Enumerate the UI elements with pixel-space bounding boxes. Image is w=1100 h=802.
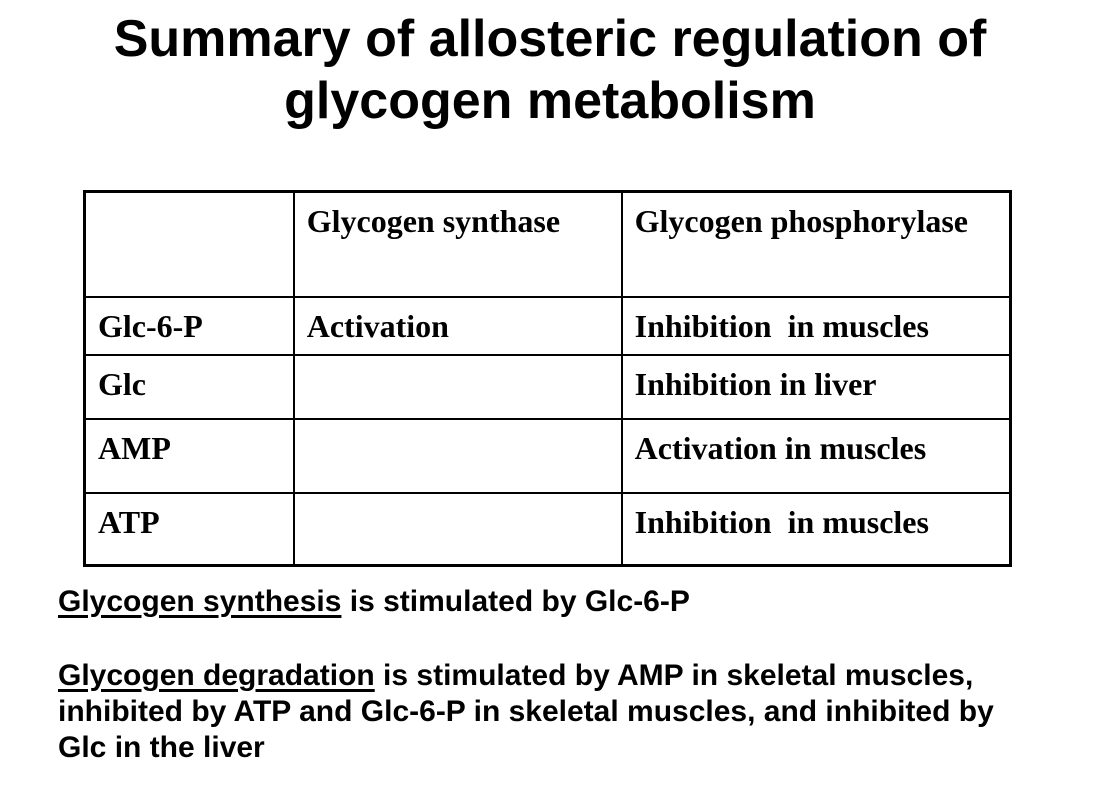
cell-phosphorylase-atp: Inhibition in muscles [620, 491, 1012, 567]
table-row: Glc-6-P Activation Inhibition in muscles [83, 295, 1012, 356]
note-degradation-text: is stimulated by AMP in skeletal muscles… [58, 659, 994, 764]
cell-phosphorylase-amp: Activation in muscles [620, 417, 1012, 494]
cell-effector-glc: Glc [83, 353, 295, 420]
note-synthesis-text: is stimulated by Glc-6-P [341, 585, 690, 618]
cell-phosphorylase-glc6p: Inhibition in muscles [620, 295, 1012, 356]
table-header-row: Glycogen synthase Glycogen phosphorylase [83, 190, 1012, 298]
header-cell-glycogen-phosphorylase: Glycogen phosphorylase [620, 190, 1012, 298]
table-row: AMP Activation in muscles [83, 417, 1012, 494]
cell-synthase-glc6p: Activation [292, 295, 623, 356]
allosteric-regulation-table: Glycogen synthase Glycogen phosphorylase… [83, 190, 1012, 567]
cell-effector-glc6p: Glc-6-P [83, 295, 295, 356]
header-cell-glycogen-synthase: Glycogen synthase [292, 190, 623, 298]
cell-synthase-amp [292, 417, 623, 494]
cell-synthase-glc [292, 353, 623, 420]
slide-title: Summary of allosteric regulation of glyc… [113, 10, 987, 131]
cell-effector-amp: AMP [83, 417, 295, 494]
notes-section: Glycogen synthesis is stimulated by Glc-… [58, 584, 1023, 766]
cell-effector-atp: ATP [83, 491, 295, 567]
note-degradation-underlined-lead: Glycogen degradation [58, 659, 375, 692]
header-cell-effector [83, 190, 295, 298]
cell-synthase-atp [292, 491, 623, 567]
table-row: Glc Inhibition in liver [83, 353, 1012, 420]
note-glycogen-degradation: Glycogen degradation is stimulated by AM… [58, 658, 1023, 766]
cell-phosphorylase-glc: Inhibition in liver [620, 353, 1012, 420]
table-row: ATP Inhibition in muscles [83, 491, 1012, 567]
note-glycogen-synthesis: Glycogen synthesis is stimulated by Glc-… [58, 584, 1023, 620]
note-synthesis-underlined-lead: Glycogen synthesis [58, 585, 342, 618]
